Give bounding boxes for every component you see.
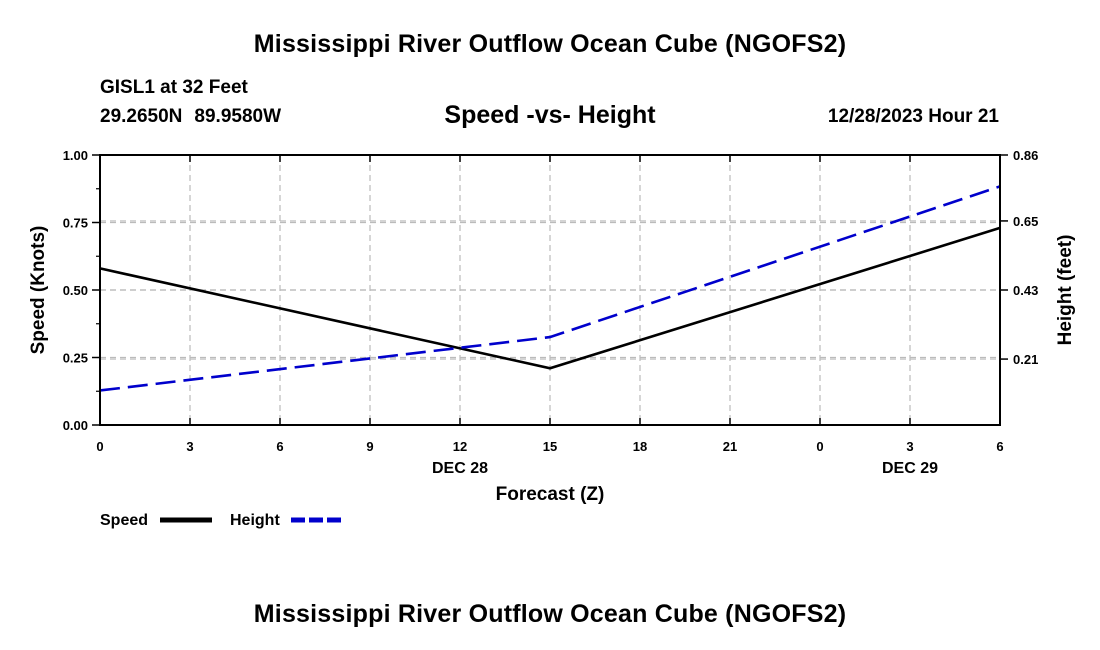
footer-title: Mississippi River Outflow Ocean Cube (NG… (253, 600, 847, 628)
chart-title: Mississippi River Outflow Ocean Cube (NG… (253, 30, 847, 58)
longitude-label: 89.9580W (194, 106, 282, 127)
y2-axis-title: Height (feet) (1055, 235, 1076, 346)
y2-tick-label: 0.86 (1013, 148, 1038, 163)
legend-speed-label: Speed (100, 512, 148, 529)
y2-tick-label: 0.43 (1013, 283, 1038, 298)
x-tick-label: 0 (96, 439, 103, 454)
station-label: GISL1 at 32 Feet (100, 77, 248, 98)
axis-layer: 0 3 6 9 12 15 18 21 0 3 6 0.00 0.25 0.50 0.75 1.00 0.21 0… (63, 148, 1039, 477)
y-axis-title: Speed (Knots) (28, 226, 49, 355)
legend-height-label: Height (230, 512, 280, 529)
chart-subtitle: Speed -vs- Height (444, 101, 656, 129)
x-tick-label: 3 (906, 439, 913, 454)
x-tick-label: 12 (453, 439, 467, 454)
grid-layer (100, 155, 1000, 425)
x-axis-title: Forecast (Z) (496, 484, 605, 505)
y-tick-label: 1.00 (63, 148, 88, 163)
series-line-height (99, 185, 1001, 392)
x-tick-label: 6 (276, 439, 283, 454)
y-tick-label: 0.75 (63, 216, 88, 231)
series-layer (99, 185, 1001, 392)
series-line-speed (99, 226, 1001, 370)
y-tick-label: 0.50 (63, 283, 88, 298)
x-tick-label: 6 (996, 439, 1003, 454)
y2-tick-label: 0.21 (1013, 352, 1038, 367)
coordinates: 29.2650N 89.9580W (100, 106, 281, 128)
y-tick-label: 0.00 (63, 418, 88, 433)
x-date-label: DEC 29 (882, 460, 938, 477)
x-date-label: DEC 28 (432, 460, 488, 477)
legend: Speed Height (100, 512, 343, 529)
y2-tick-label: 0.65 (1013, 214, 1038, 229)
x-tick-label: 21 (723, 439, 737, 454)
x-tick-label: 15 (543, 439, 557, 454)
x-tick-label: 18 (633, 439, 647, 454)
latitude-label: 29.2650N (100, 106, 183, 127)
forecast-datetime: 12/28/2023 Hour 21 (827, 106, 999, 127)
x-tick-label: 9 (366, 439, 373, 454)
y-tick-label: 0.25 (63, 351, 88, 366)
x-tick-label: 0 (816, 439, 823, 454)
x-tick-label: 3 (186, 439, 193, 454)
